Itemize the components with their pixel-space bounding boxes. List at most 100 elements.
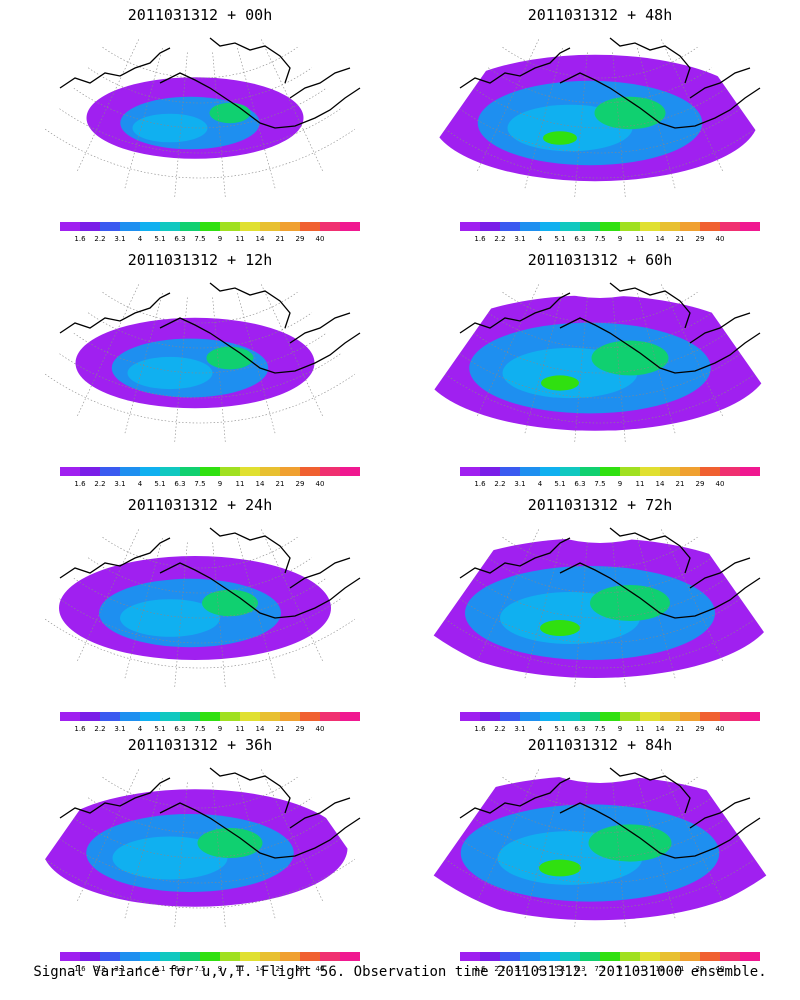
colorbar-label: 7.5 [594, 725, 605, 733]
graticule [444, 769, 756, 927]
colorbar-label: 21 [276, 480, 285, 488]
coastline [59, 767, 361, 859]
colorbar-swatch [640, 952, 661, 961]
forecast-panel: 2011031312 + 00h 1.6 2.2 3.1 4 5.1 6.3 7.5 9 11 14… [0, 0, 400, 245]
colorbar-label: 2.2 [494, 480, 505, 488]
variance-field [433, 295, 767, 431]
colorbar-swatch [60, 952, 81, 961]
colorbar-label: 11 [636, 235, 645, 243]
colorbar-swatch [600, 712, 621, 721]
colorbar-label: 3.1 [114, 235, 125, 243]
colorbar-label: 14 [656, 235, 665, 243]
panel-title: 2011031312 + 84h [527, 736, 673, 754]
colorbar-label: 6.3 [174, 965, 185, 973]
colorbar-label: 2.2 [94, 965, 105, 973]
colorbar-swatch [120, 222, 141, 231]
colorbar-label: 40 [316, 480, 325, 488]
colorbar-swatch [740, 712, 760, 721]
variance-field [86, 77, 304, 159]
colorbar: 1.6 2.2 3.1 4 5.1 6.3 7.5 9 11 14 21 29 40 [460, 952, 760, 973]
colorbar-swatch [120, 712, 141, 721]
colorbar-label: 3.1 [114, 725, 125, 733]
colorbar-swatch [280, 712, 301, 721]
colorbar: 1.6 2.2 3.1 4 5.1 6.3 7.5 9 11 14 21 29 40 [460, 222, 760, 243]
colorbar-swatch [260, 467, 281, 476]
colorbar-swatch [240, 222, 261, 231]
colorbar-label: 7.5 [594, 235, 605, 243]
variance-field [433, 775, 767, 921]
colorbar-swatch [720, 952, 741, 961]
colorbar-swatch [480, 712, 501, 721]
colorbar-label: 9 [218, 235, 222, 243]
colorbar-label: 7.5 [194, 965, 205, 973]
colorbar-label: 5.1 [554, 235, 565, 243]
variance-field [433, 54, 759, 182]
map-plot [433, 527, 767, 687]
colorbar-label: 9 [218, 965, 222, 973]
colorbar-label: 40 [316, 235, 325, 243]
colorbar-label: 14 [656, 965, 665, 973]
colorbar-label: 40 [716, 725, 725, 733]
panel-title: 2011031312 + 00h [127, 6, 273, 24]
colorbar-swatch [460, 712, 481, 721]
colorbar-swatch [540, 467, 561, 476]
colorbar-swatch [740, 952, 760, 961]
colorbar-label: 3.1 [514, 965, 525, 973]
colorbar-swatch [100, 952, 121, 961]
map-plot [44, 527, 361, 687]
panel-title: 2011031312 + 36h [127, 736, 273, 754]
variance-field [59, 556, 331, 660]
colorbar-swatch [580, 467, 601, 476]
colorbar-swatch [500, 952, 521, 961]
colorbar-swatch [740, 222, 760, 231]
coastline [459, 37, 761, 129]
colorbar-label: 40 [716, 965, 725, 973]
colorbar-swatch [460, 467, 481, 476]
colorbar-swatch [120, 952, 141, 961]
colorbar-label: 29 [696, 235, 705, 243]
forecast-panel: 2011031312 + 84h 1.6 2.2 3.1 4 5.1 6.3 7.5 9 11 14… [400, 730, 800, 975]
forecast-panel: 2011031312 + 60h 1.6 2.2 3.1 4 5.1 6.3 7.5 9 11 14… [400, 245, 800, 490]
colorbar: 1.6 2.2 3.1 4 5.1 6.3 7.5 9 11 14 21 29 40 [460, 467, 760, 488]
map-plot [44, 37, 361, 197]
colorbar-label: 4 [138, 965, 143, 973]
colorbar-label: 29 [296, 235, 305, 243]
colorbar-label: 6.3 [174, 235, 185, 243]
colorbar-label: 5.1 [554, 725, 565, 733]
map-plot [433, 37, 761, 197]
colorbar-swatch [60, 222, 81, 231]
colorbar-swatch [280, 222, 301, 231]
colorbar-label: 3.1 [514, 480, 525, 488]
graticule [444, 529, 756, 687]
colorbar-swatch [660, 222, 681, 231]
colorbar-swatch [660, 467, 681, 476]
colorbar-label: 3.1 [114, 480, 125, 488]
colorbar-label: 6.3 [574, 480, 585, 488]
colorbar-swatch [320, 467, 341, 476]
coastline [59, 37, 361, 129]
colorbar-swatch [200, 712, 221, 721]
colorbar-label: 14 [256, 480, 265, 488]
forecast-panel: 2011031312 + 72h 1.6 2.2 3.1 4 5.1 6.3 7.5 9 11 14… [400, 490, 800, 735]
colorbar-label: 6.3 [574, 235, 585, 243]
colorbar-swatch [460, 222, 481, 231]
colorbar-label: 4 [538, 965, 543, 973]
colorbar-swatch [300, 467, 321, 476]
colorbar-swatch [140, 952, 161, 961]
colorbar-label: 11 [236, 725, 245, 733]
variance-field [433, 538, 767, 678]
colorbar-swatch [600, 222, 621, 231]
colorbar-swatch [160, 952, 181, 961]
colorbar-label: 4 [138, 235, 143, 243]
colorbar-label: 21 [276, 235, 285, 243]
colorbar-swatch [660, 952, 681, 961]
colorbar-label: 11 [236, 235, 245, 243]
colorbar-label: 9 [218, 725, 222, 733]
colorbar-swatch [520, 467, 541, 476]
colorbar-label: 14 [656, 480, 665, 488]
colorbar-swatch [520, 712, 541, 721]
forecast-panel: 2011031312 + 24h 1.6 2.2 3.1 4 5.1 6.3 7.5 9 11 14… [0, 490, 400, 735]
colorbar-label: 11 [636, 480, 645, 488]
panel-title: 2011031312 + 12h [127, 251, 273, 269]
colorbar-swatch [200, 467, 221, 476]
